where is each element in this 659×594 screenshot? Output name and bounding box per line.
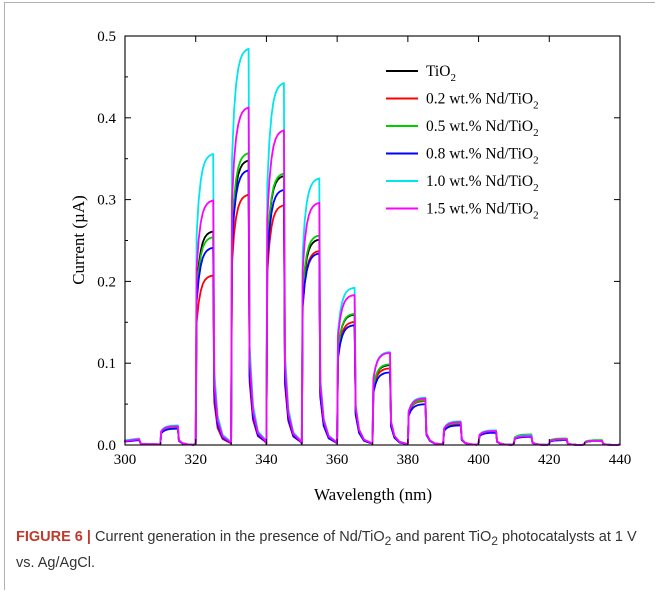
caption-figure-label: FIGURE 6 |: [16, 529, 91, 545]
x-tick-label: 420: [538, 452, 561, 468]
y-tick-label: 0.5: [97, 29, 116, 45]
legend-label-5: 1.5 wt.% Nd/TiO2: [426, 201, 539, 222]
y-tick-label: 0.4: [97, 111, 116, 127]
legend-label-3: 0.8 wt.% Nd/TiO2: [426, 146, 539, 167]
y-tick-label: 0.3: [97, 193, 116, 209]
caption-text-a: Current generation in the presence of Nd…: [90, 529, 385, 545]
x-tick-label: 440: [609, 452, 632, 468]
x-tick-label: 400: [467, 452, 490, 468]
x-tick-label: 320: [184, 452, 207, 468]
caption-sub-b: 2: [491, 533, 499, 548]
caption-text-c: photocatalysts at 1 V vs. Ag/AgCl.: [16, 529, 637, 571]
figure-caption: FIGURE 6 | Current generation in the pre…: [16, 526, 646, 574]
x-tick-label: 380: [397, 452, 420, 468]
figure-frame: [4, 2, 655, 590]
y-tick-label: 0.0: [97, 438, 116, 454]
legend-label-1: 0.2 wt.% Nd/TiO2: [426, 91, 539, 112]
x-axis-title: Wavelength (nm): [314, 485, 432, 504]
x-tick-label: 300: [114, 452, 137, 468]
x-tick-label: 340: [255, 452, 278, 468]
series-line-5: [124, 106, 621, 446]
legend-label-0: TiO2: [426, 63, 456, 84]
caption-text-b: and parent TiO: [391, 529, 492, 545]
legend-label-4: 1.0 wt.% Nd/TiO2: [426, 173, 539, 194]
legend-label-2: 0.5 wt.% Nd/TiO2: [426, 118, 539, 139]
x-tick-label: 360: [326, 452, 349, 468]
axes-layer: 300 320 340 360 380 400 420 440 0.0 0.1 0.2 0.3 0.4 0…: [97, 29, 631, 468]
legend: TiO2 0.2 wt.% Nd/TiO2 0.5 wt.% Nd/TiO2 0.8 …: [386, 63, 539, 222]
y-tick-label: 0.2: [97, 274, 116, 290]
y-axis-title: Current (µA): [69, 195, 88, 285]
caption-sub-a: 2: [384, 533, 392, 548]
y-tick-label: 0.1: [97, 356, 116, 372]
photocurrent-chart: 300 320 340 360 380 400 420 440 0.0 0.1 0.2 0.3 0.4 0…: [69, 29, 631, 504]
series-layer: [124, 47, 621, 446]
